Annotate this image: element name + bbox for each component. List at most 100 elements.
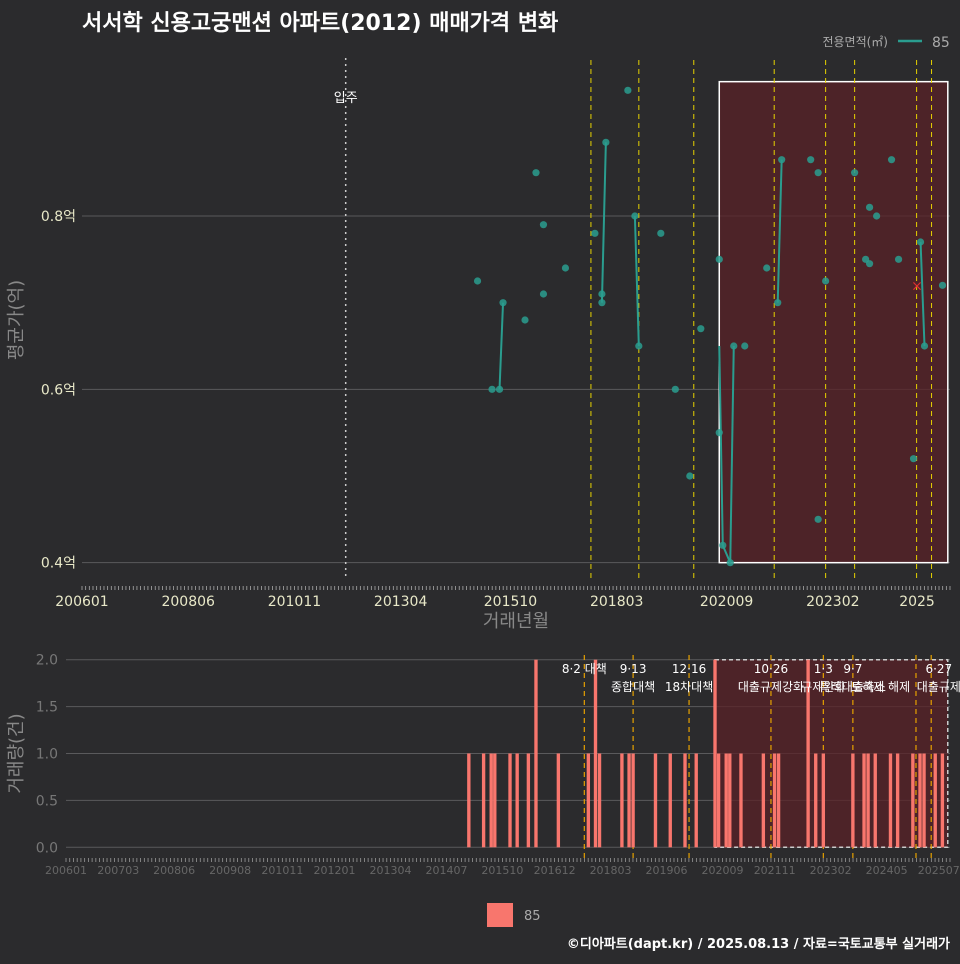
price-x-tick-label: 201011: [268, 594, 321, 610]
price-point: [774, 299, 782, 307]
price-point: [909, 455, 918, 463]
volume-bar: [694, 753, 698, 848]
price-point: [814, 515, 822, 523]
chart-title: 서서학 신용고궁맨션 아파트(2012) 매매가격 변화: [82, 11, 558, 36]
volume-x-tick-label: 201201: [314, 864, 356, 877]
policy-label-date: 9·13: [620, 662, 647, 676]
volume-bar: [940, 753, 945, 848]
price-point: [865, 203, 874, 211]
volume-x-tick-label: 202302: [810, 864, 852, 877]
latest-marker: ×: [911, 278, 923, 294]
volume-x-tick-label: 202009: [701, 864, 743, 877]
volume-bar: [761, 753, 766, 848]
policy-label-name: 규제완화: [801, 680, 845, 694]
policy-label-name: 대출규제강화: [738, 680, 804, 694]
price-point: [894, 255, 903, 263]
price-point: [938, 281, 947, 289]
price-point: [851, 169, 859, 177]
policy-label-date: 8·2 대책: [562, 661, 607, 676]
policy-label-date: 1·3: [814, 662, 833, 676]
price-x-tick-label: 202009: [700, 594, 753, 610]
volume-bar: [862, 753, 866, 848]
volume-bar: [481, 753, 486, 848]
volume-bar: [739, 753, 743, 848]
volume-bar: [851, 753, 855, 848]
price-point: [598, 290, 606, 298]
volume-bar: [873, 753, 877, 848]
volume-x-tick-label: 201011: [261, 864, 303, 877]
volume-y-tick-label: 1.0: [36, 747, 58, 763]
price-point: [763, 264, 771, 272]
policy-label-date: 12·16: [672, 662, 706, 676]
volume-bar: [526, 753, 531, 848]
volume-bar: [888, 753, 893, 848]
price-legend-title: 전용면적(㎡): [822, 35, 888, 49]
price-point: [719, 541, 727, 549]
price-point: [624, 86, 632, 94]
volume-bar: [508, 753, 512, 848]
price-line-segment: [919, 241, 926, 347]
price-x-tick-label: 200806: [161, 594, 215, 610]
policy-label-date: 6·27: [925, 662, 952, 676]
price-y-tick-label: 0.8억: [41, 209, 76, 225]
price-point: [778, 156, 786, 164]
policy-label-date: 9·7: [843, 662, 862, 676]
volume-bar: [933, 753, 937, 848]
volume-bar: [493, 753, 497, 848]
volume-bar: [653, 753, 658, 848]
policy-label-name: 종합대책: [611, 679, 655, 694]
volume-bar: [866, 753, 870, 848]
price-point: [873, 212, 881, 220]
volume-y-tick-label: 1.5: [36, 700, 58, 716]
policy-label-name: 18차대책: [665, 679, 713, 694]
volume-bar: [620, 753, 624, 848]
volume-y-tick-label: 2.0: [36, 653, 58, 669]
price-x-tick-label: 201510: [484, 594, 537, 610]
volume-x-tick-label: 202507: [918, 864, 960, 877]
volume-bar: [627, 753, 631, 848]
price-point: [539, 290, 548, 298]
price-point: [920, 342, 929, 350]
volume-legend-label: 85: [524, 909, 541, 924]
price-line-segment: [498, 302, 505, 390]
volume-bar: [922, 753, 926, 848]
volume-bar: [467, 753, 471, 848]
price-line-segment: [729, 345, 735, 563]
price-point: [807, 156, 815, 164]
footer-credit: ©디아파트(dapt.kr) / 2025.08.13 / 자료=국토교통부 실…: [567, 936, 950, 952]
price-point: [532, 169, 540, 177]
volume-bar: [489, 753, 493, 848]
volume-bar: [534, 659, 538, 848]
price-x-tick-label: 201803: [590, 594, 643, 610]
price-point: [686, 472, 694, 480]
price-point: [591, 229, 599, 237]
volume-x-tick-label: 201803: [590, 864, 632, 877]
volume-legend-key: [487, 903, 513, 927]
volume-x-tick-label: 202111: [754, 864, 796, 877]
price-point: [741, 342, 749, 350]
price-point: [814, 169, 822, 177]
price-line-segment: [600, 142, 607, 303]
price-point: [495, 385, 504, 393]
volume-x-tick-label: 201906: [646, 864, 688, 877]
price-line-segment: [633, 215, 640, 347]
price-y-tick-label: 0.4억: [41, 556, 76, 572]
volume-highlight-box: [714, 658, 949, 849]
policy-label-name: 대출규제: [917, 680, 960, 694]
price-point: [488, 385, 496, 393]
price-point: [730, 342, 738, 350]
price-legend-label: 85: [932, 35, 950, 51]
volume-bar: [814, 753, 818, 848]
volume-bar: [515, 753, 519, 848]
price-point: [521, 316, 529, 324]
price-line-segment: [776, 159, 783, 303]
price-point: [602, 138, 610, 146]
price-point: [635, 342, 643, 350]
price-point: [671, 385, 679, 393]
price-x-tick-label: 202302: [806, 594, 859, 610]
volume-x-tick-label: 200601: [45, 864, 87, 877]
volume-x-tick-label: 200908: [209, 864, 251, 877]
volume-bar: [911, 753, 915, 848]
price-point: [657, 229, 665, 237]
